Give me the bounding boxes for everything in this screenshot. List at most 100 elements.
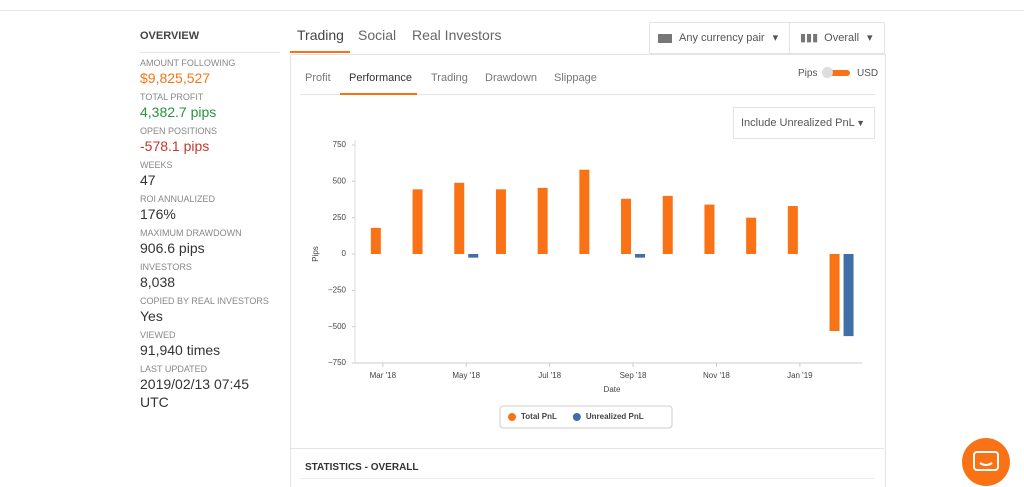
legend bbox=[499, 405, 673, 429]
stat-label: LAST UPDATED bbox=[140, 364, 208, 374]
bar bbox=[829, 254, 840, 332]
bar bbox=[579, 169, 590, 254]
subtab[interactable]: Slippage bbox=[554, 72, 597, 84]
icon bbox=[658, 33, 672, 43]
stat: OPEN POSITIONS -578.1 pips bbox=[140, 126, 280, 155]
stat-label: INVESTORS bbox=[140, 262, 192, 272]
panel bbox=[290, 54, 886, 487]
y-tick-label: 500 bbox=[333, 176, 347, 185]
bar bbox=[370, 227, 381, 254]
subtab[interactable]: Drawdown bbox=[485, 72, 537, 84]
stat-label: AMOUNT FOLLOWING bbox=[140, 58, 236, 68]
legend-swatch bbox=[508, 413, 516, 421]
subtab[interactable]: Performance bbox=[349, 72, 412, 84]
dropdown-label: Any currency pair bbox=[679, 32, 765, 44]
y-tick-label: 750 bbox=[333, 140, 347, 149]
bar bbox=[704, 204, 715, 254]
stat-value: 91,940 times bbox=[140, 342, 221, 358]
section-title: STATISTICS - OVERALL bbox=[305, 462, 419, 473]
y-tick-label: 0 bbox=[342, 249, 347, 258]
dropdown-label: Include Unrealized PnL bbox=[741, 117, 855, 129]
stat-label: TOTAL PROFIT bbox=[140, 92, 204, 102]
stat: INVESTORS 8,038 bbox=[140, 262, 280, 291]
legend-label: Total PnL bbox=[521, 412, 557, 421]
stat: MAXIMUM DRAWDOWN 906.6 pips bbox=[140, 228, 280, 257]
divider bbox=[140, 52, 280, 53]
bar bbox=[843, 254, 854, 337]
sidebar: OVERVIEW AMOUNT FOLLOWING $9,825,527 TOTAL… bbox=[140, 30, 280, 416]
stat: LAST UPDATED 2019/02/13 07:45 UTC bbox=[140, 364, 280, 411]
stat-value: -578.1 pips bbox=[140, 138, 210, 154]
dropdown[interactable]: ▮▮▮ Overall ▾ bbox=[789, 22, 885, 54]
stat: WEEKS 47 bbox=[140, 160, 280, 189]
switch bbox=[822, 67, 851, 79]
dropdown[interactable]: Include Unrealized PnL ▼ bbox=[733, 107, 875, 139]
stat: ROI ANNUALIZED 176% bbox=[140, 194, 280, 223]
toggle-right: USD bbox=[857, 68, 879, 79]
legend-label: Unrealized PnL bbox=[586, 412, 644, 421]
y-tick-label: −250 bbox=[328, 285, 347, 294]
x-tick-label: Sep '18 bbox=[620, 371, 647, 380]
stat-value: 906.6 pips bbox=[140, 240, 205, 256]
subtab-underline bbox=[340, 93, 417, 95]
legend-swatch bbox=[572, 413, 581, 421]
x-tick-label: Jul '18 bbox=[538, 371, 561, 380]
stat-value: 4,382.7 pips bbox=[140, 104, 217, 120]
tab[interactable]: Real Investors bbox=[412, 27, 502, 43]
x-tick-label: Jan '19 bbox=[787, 371, 813, 380]
y-axis-title: Pips bbox=[311, 246, 320, 262]
bar bbox=[468, 254, 479, 258]
tab[interactable]: Social bbox=[358, 27, 397, 43]
bar bbox=[412, 189, 423, 254]
bar bbox=[537, 187, 548, 254]
stat: TOTAL PROFIT 4,382.7 pips bbox=[140, 92, 280, 121]
y-tick-label: −500 bbox=[328, 322, 347, 331]
x-axis-title: Date bbox=[604, 385, 621, 394]
stat-value: 176% bbox=[140, 206, 176, 222]
tab-underline bbox=[290, 51, 350, 53]
x-tick-label: May '18 bbox=[452, 371, 480, 380]
chat-button[interactable] bbox=[962, 438, 1010, 486]
stat-label: MAXIMUM DRAWDOWN bbox=[140, 228, 242, 238]
divider bbox=[290, 448, 884, 449]
y-tick-label: 250 bbox=[333, 213, 347, 222]
bar bbox=[787, 206, 798, 254]
stat-value: 47 bbox=[140, 172, 156, 188]
toggle-left: Pips bbox=[798, 68, 818, 79]
stat-value: 8,038 bbox=[140, 274, 176, 290]
stat: AMOUNT FOLLOWING $9,825,527 bbox=[140, 58, 280, 87]
x-tick-label: Mar '18 bbox=[370, 371, 397, 380]
bar bbox=[495, 189, 506, 254]
x-tick-label: Nov '18 bbox=[703, 371, 730, 380]
stat-label: OPEN POSITIONS bbox=[140, 126, 218, 136]
stat-label: ROI ANNUALIZED bbox=[140, 194, 216, 204]
stat-label: WEEKS bbox=[140, 160, 173, 170]
divider bbox=[0, 10, 1024, 11]
caret: ▾ bbox=[772, 32, 779, 44]
subtab[interactable]: Trading bbox=[431, 72, 468, 84]
y-tick-label: −750 bbox=[328, 358, 347, 367]
bar bbox=[454, 182, 465, 254]
tab[interactable]: Trading bbox=[297, 27, 344, 43]
stat-value: $9,825,527 bbox=[140, 70, 211, 86]
stat-value: Yes bbox=[140, 308, 163, 324]
stat-label: COPIED BY REAL INVESTORS bbox=[140, 296, 269, 306]
caret: ▼ bbox=[856, 118, 865, 128]
stat-label: VIEWED bbox=[140, 330, 176, 340]
sidebar-title: OVERVIEW bbox=[140, 30, 200, 42]
subtab[interactable]: Profit bbox=[305, 72, 331, 84]
toggle[interactable]: Pips USD bbox=[798, 67, 879, 79]
bar bbox=[746, 217, 757, 254]
stat-value: 2019/02/13 07:45 UTC bbox=[140, 376, 249, 410]
chat-icon bbox=[973, 451, 999, 471]
stat: COPIED BY REAL INVESTORS Yes bbox=[140, 296, 280, 325]
divider bbox=[300, 94, 875, 95]
caret: ▾ bbox=[867, 32, 873, 44]
bar bbox=[635, 254, 646, 258]
bar bbox=[621, 198, 632, 254]
bar bbox=[662, 195, 673, 254]
dropdown-label: Overall bbox=[824, 32, 860, 44]
stats-row bbox=[300, 478, 875, 487]
